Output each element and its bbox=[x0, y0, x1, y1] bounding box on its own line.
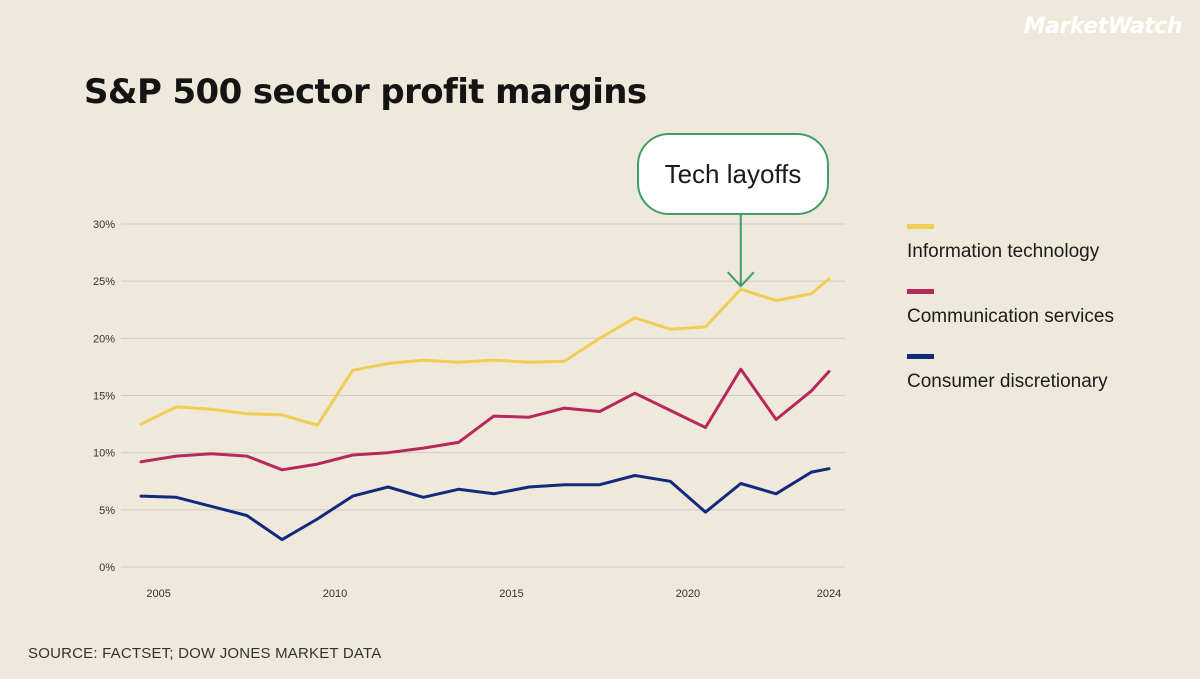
legend-label-information-technology: Information technology bbox=[907, 241, 1100, 262]
y-tick-label: 10% bbox=[93, 448, 115, 460]
annotation-arrow-head bbox=[727, 271, 755, 288]
series-line-communication-services bbox=[139, 367, 831, 472]
source-note: SOURCE: FACTSET; DOW JONES MARKET DATA bbox=[28, 645, 382, 662]
legend-label-communication-services: Communication services bbox=[907, 306, 1114, 327]
tech-layoffs-callout: Tech layoffs bbox=[637, 133, 829, 215]
legend-item-communication-services: Communication services bbox=[907, 289, 1114, 328]
y-tick-label: 0% bbox=[99, 562, 115, 574]
x-tick-label: 2010 bbox=[323, 588, 347, 600]
legend-item-information-technology: Information technology bbox=[907, 224, 1114, 263]
series-layer bbox=[139, 277, 831, 542]
legend-swatch-consumer-discretionary bbox=[907, 354, 934, 359]
legend-item-consumer-discretionary: Consumer discretionary bbox=[907, 354, 1114, 393]
legend: Information technology Communication ser… bbox=[907, 224, 1114, 419]
series-line-information-technology bbox=[139, 277, 831, 427]
legend-swatch-communication-services bbox=[907, 289, 934, 294]
legend-swatch-information-technology bbox=[907, 224, 934, 229]
x-tick-label: 2015 bbox=[499, 588, 523, 600]
y-tick-label: 30% bbox=[93, 219, 115, 231]
chart-title: S&P 500 sector profit margins bbox=[84, 72, 647, 112]
x-tick-label: 2024 bbox=[817, 588, 841, 600]
x-tick-label: 2020 bbox=[676, 588, 700, 600]
brand-logo: MarketWatch bbox=[1023, 14, 1183, 39]
annotation-layer bbox=[727, 215, 755, 288]
series-line-consumer-discretionary bbox=[139, 467, 831, 542]
callout-text: Tech layoffs bbox=[664, 158, 802, 189]
tick-layer: 0% 5% 10% 15% 20% 25% 30% 2005 2010 2015 2020 2024 bbox=[93, 219, 841, 600]
y-tick-label: 25% bbox=[93, 276, 115, 288]
y-tick-label: 5% bbox=[99, 505, 115, 517]
legend-label-consumer-discretionary: Consumer discretionary bbox=[907, 371, 1108, 392]
grid-layer bbox=[121, 223, 845, 568]
y-tick-label: 15% bbox=[93, 391, 115, 403]
y-tick-label: 20% bbox=[93, 333, 115, 345]
x-tick-label: 2005 bbox=[146, 588, 170, 600]
